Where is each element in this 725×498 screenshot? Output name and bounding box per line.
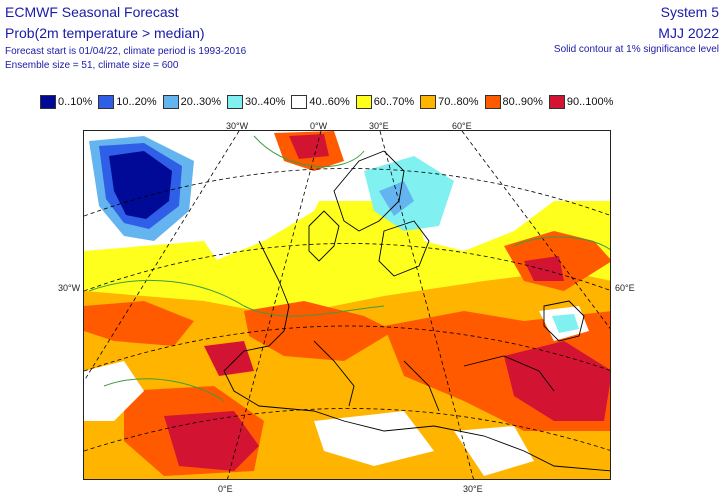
significance-contour bbox=[88, 135, 610, 402]
legend-swatch bbox=[291, 95, 308, 109]
legend-item: 60..70% bbox=[355, 94, 415, 110]
system-label: System 5 bbox=[660, 4, 719, 20]
legend-swatch bbox=[227, 95, 243, 109]
legend-label: 70..80% bbox=[438, 96, 479, 108]
legend-swatch bbox=[40, 95, 56, 109]
lat-label-right: 60°E bbox=[615, 283, 635, 293]
color-legend: 0..10% 10..20% 20..30% 30..40% 40..60% 6… bbox=[40, 94, 619, 110]
legend-swatch bbox=[98, 95, 115, 109]
graticule bbox=[84, 131, 610, 479]
legend-item: 20..30% bbox=[162, 94, 221, 110]
legend-swatch bbox=[355, 95, 372, 109]
lat-label-left: 30°W bbox=[58, 283, 81, 293]
legend-swatch bbox=[548, 95, 565, 109]
lon-label-bottom: 0°E bbox=[218, 484, 233, 494]
legend-swatch bbox=[162, 95, 179, 109]
lon-label-top: 60°E bbox=[452, 121, 472, 131]
probability-map bbox=[83, 130, 611, 480]
legend-swatch bbox=[420, 95, 437, 109]
legend-label: 80..90% bbox=[502, 96, 543, 108]
legend-label: 60..70% bbox=[373, 96, 415, 108]
lon-label-bottom: 30°E bbox=[463, 484, 483, 494]
legend-item: 40..60% bbox=[291, 94, 350, 110]
legend-item: 90..100% bbox=[548, 94, 614, 110]
legend-swatch bbox=[484, 95, 501, 109]
legend-item: 10..20% bbox=[98, 94, 157, 110]
coastlines bbox=[223, 150, 610, 472]
lon-label-top: 0°W bbox=[310, 121, 328, 131]
period-label: MJJ 2022 bbox=[658, 25, 719, 41]
lon-label-top: 30°W bbox=[226, 121, 249, 131]
map-title: ECMWF Seasonal Forecast bbox=[5, 4, 179, 20]
legend-item: 30..40% bbox=[227, 94, 285, 110]
probability-fields bbox=[84, 131, 610, 479]
lon-label-top: 30°E bbox=[369, 121, 389, 131]
significance-note: Solid contour at 1% significance level bbox=[553, 44, 719, 55]
legend-label: 40..60% bbox=[309, 96, 350, 108]
legend-item: 70..80% bbox=[420, 94, 479, 110]
legend-label: 10..20% bbox=[116, 96, 157, 108]
legend-label: 90..100% bbox=[566, 96, 614, 108]
legend-label: 20..30% bbox=[180, 96, 221, 108]
legend-label: 30..40% bbox=[245, 96, 286, 108]
forecast-info: Forecast start is 01/04/22, climate peri… bbox=[5, 46, 247, 57]
map-canvas bbox=[84, 131, 610, 479]
map-subtitle: Prob(2m temperature > median) bbox=[5, 25, 205, 41]
ensemble-info: Ensemble size = 51, climate size = 600 bbox=[5, 60, 179, 71]
legend-label: 0..10% bbox=[58, 96, 93, 108]
legend-item: 0..10% bbox=[40, 94, 92, 110]
legend-item: 80..90% bbox=[484, 94, 543, 110]
